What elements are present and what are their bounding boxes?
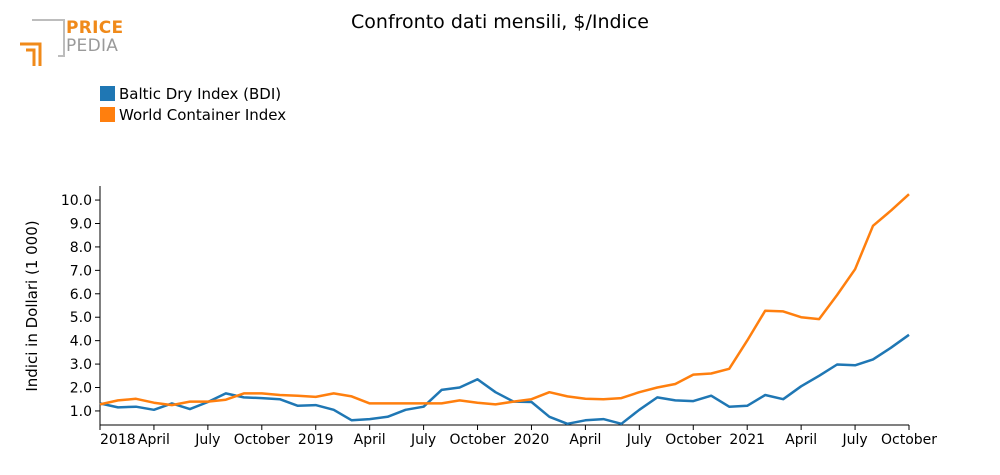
y-tick-label: 2.0: [70, 381, 92, 397]
x-tick-label: April: [569, 432, 601, 448]
x-tick-label: April: [138, 432, 170, 448]
legend-label-bdi: Baltic Dry Index (BDI): [119, 84, 282, 103]
series-line-wci: [99, 193, 910, 407]
x-tick-label: October: [450, 432, 506, 448]
x-tick-label: April: [354, 432, 386, 448]
x-tick-label: 2018: [100, 432, 136, 448]
pricepedia-logo: PRICE PEDIA: [18, 18, 128, 70]
legend-label-wci: World Container Index: [119, 105, 287, 124]
y-tick-label: 6.0: [70, 287, 92, 303]
x-tick-label: 2020: [514, 432, 550, 448]
y-tick-label: 9.0: [70, 216, 92, 232]
y-tick-label: 8.0: [70, 240, 92, 256]
logo-word-price: PRICE: [66, 18, 124, 38]
pricepedia-logo-mark: [20, 19, 65, 66]
series-line-bdi: [99, 333, 910, 426]
x-tick-label: October: [665, 432, 721, 448]
x-tick-label: July: [194, 432, 220, 448]
legend-item-wci[interactable]: World Container Index: [100, 104, 286, 125]
legend-swatch-bdi: [100, 86, 115, 101]
x-tick-label: 2019: [298, 432, 334, 448]
x-tick-label: October: [234, 432, 290, 448]
x-tick-label: April: [785, 432, 817, 448]
chart-title: Confronto dati mensili, $/Indice: [351, 11, 649, 33]
x-tick-label: October: [881, 432, 937, 448]
chart-legend: Baltic Dry Index (BDI) World Container I…: [100, 83, 286, 125]
y-tick-label: 10.0: [61, 193, 92, 209]
y-tick-label: 1.0: [70, 404, 92, 420]
x-tick-label: July: [841, 432, 867, 448]
y-tick-label: 3.0: [70, 357, 92, 373]
y-tick-label: 5.0: [70, 310, 92, 326]
legend-swatch-wci: [100, 107, 115, 122]
x-tick-label: July: [626, 432, 652, 448]
y-tick-label: 4.0: [70, 334, 92, 350]
y-axis-label: Indici in Dollari (1 000): [23, 220, 41, 391]
y-tick-label: 7.0: [70, 263, 92, 279]
x-tick-label: July: [410, 432, 436, 448]
legend-item-bdi[interactable]: Baltic Dry Index (BDI): [100, 83, 286, 104]
logo-word-pedia: PEDIA: [66, 36, 119, 56]
x-tick-label: 2021: [729, 432, 765, 448]
series-group: [99, 193, 910, 426]
